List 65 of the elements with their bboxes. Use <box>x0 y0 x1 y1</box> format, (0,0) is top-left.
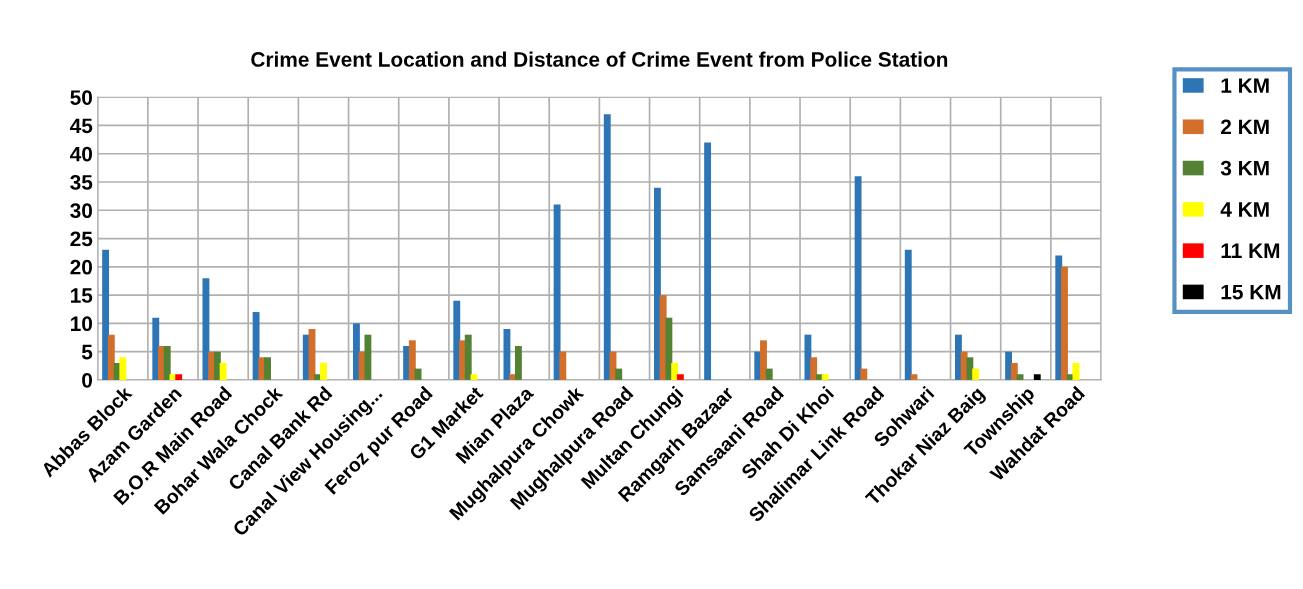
bar <box>966 357 974 380</box>
y-tick-label: 25 <box>70 231 93 247</box>
bar <box>353 323 360 380</box>
y-tick-label: 10 <box>71 316 93 332</box>
bar <box>904 249 912 380</box>
legend-label: 3 KM <box>1220 160 1269 176</box>
bar <box>320 362 327 380</box>
legend-label: 4 KM <box>1220 202 1269 217</box>
bar <box>704 142 712 380</box>
y-tick-label: 5 <box>81 344 93 360</box>
y-tick-label: 40 <box>70 146 93 162</box>
y-tick-label: 50 <box>70 90 93 105</box>
bar <box>219 362 227 380</box>
bar <box>252 312 260 380</box>
bar <box>213 351 221 380</box>
bar <box>1033 374 1041 380</box>
bar <box>264 357 272 380</box>
y-tick-label: 20 <box>70 259 93 275</box>
bar <box>954 334 962 380</box>
bar <box>804 334 812 380</box>
bar <box>854 176 862 380</box>
bar <box>559 351 567 380</box>
bar <box>1010 362 1018 380</box>
bar <box>364 334 372 380</box>
bar <box>765 368 773 380</box>
bar <box>464 334 472 380</box>
bar <box>821 374 829 380</box>
chart-title: Crime Event Location and Distance of Crime Event from Police Station <box>251 51 948 67</box>
bar <box>1016 374 1024 380</box>
bar <box>453 300 461 380</box>
bar <box>408 340 416 380</box>
bar <box>414 368 422 380</box>
bar <box>615 368 623 380</box>
y-tick-label: 15 <box>71 288 93 303</box>
legend-label: 2 KM <box>1221 119 1269 135</box>
bar <box>202 278 210 380</box>
bar <box>553 204 561 380</box>
legend-label: 11 KM <box>1221 243 1280 258</box>
bar <box>503 329 511 380</box>
bar <box>760 340 767 380</box>
bar <box>810 357 818 380</box>
bar <box>653 187 661 380</box>
y-tick-label: 35 <box>70 175 93 190</box>
y-tick-label: 0 <box>82 372 93 388</box>
y-tick-label: 30 <box>70 203 93 219</box>
bar <box>972 368 980 380</box>
bar <box>163 345 171 380</box>
bar <box>910 374 918 380</box>
bar <box>676 374 684 380</box>
legend-label: 1 KM <box>1221 78 1269 93</box>
bar <box>514 345 522 380</box>
legend-label: 15 KM <box>1221 284 1281 300</box>
bar <box>102 249 110 380</box>
bar <box>175 374 183 380</box>
bar <box>1061 266 1068 380</box>
bar <box>107 334 115 380</box>
bar <box>1005 351 1013 380</box>
bar <box>665 317 673 380</box>
bar <box>603 114 611 380</box>
bar <box>860 368 868 380</box>
bar <box>470 374 478 380</box>
bar <box>671 362 679 380</box>
bar <box>119 357 127 380</box>
y-tick-label: 45 <box>70 118 93 134</box>
bar <box>152 317 160 380</box>
